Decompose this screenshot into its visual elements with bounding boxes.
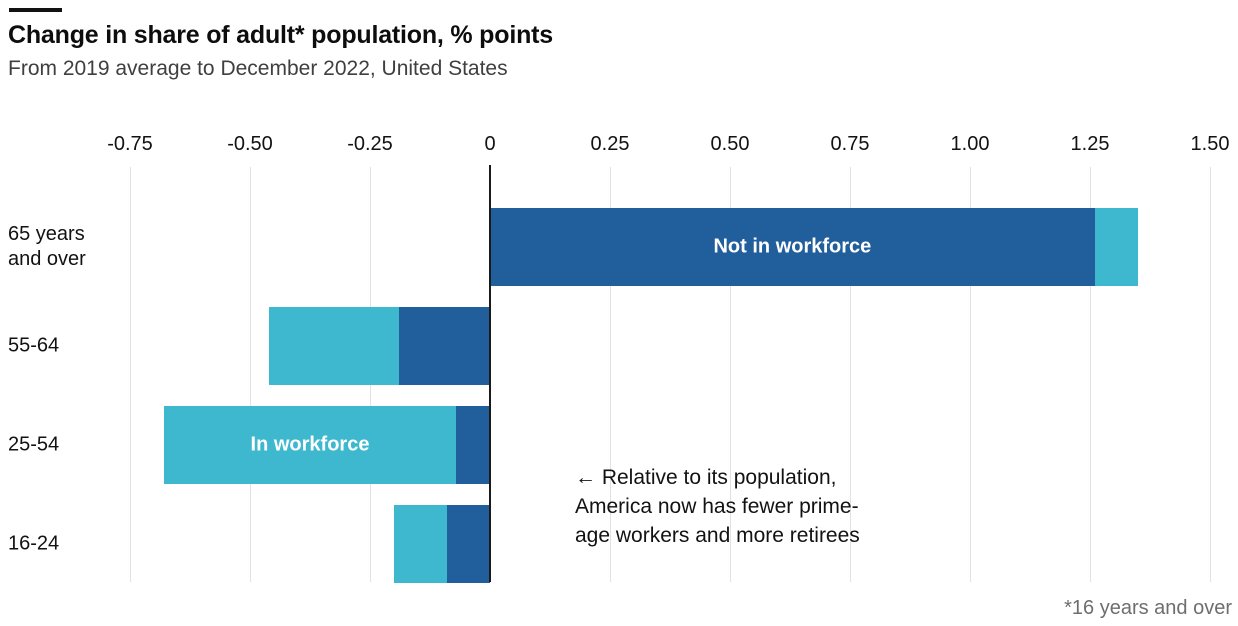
gridline: [729, 167, 731, 582]
gridline: [1209, 167, 1211, 582]
x-tick-label: -0.25: [347, 133, 393, 155]
category-label: 25-54: [8, 433, 60, 456]
bar-segment-not-in-workforce: [490, 208, 1095, 286]
bar-segment-not-in-workforce: [446, 505, 490, 583]
bar-segment-in-workforce: [394, 505, 447, 583]
category-label: 65 years and over: [8, 223, 86, 270]
chart-title: Change in share of adult* population, % …: [8, 21, 553, 49]
bar-series-label: Not in workforce: [713, 235, 872, 258]
x-tick-label: 0.25: [590, 133, 630, 155]
annotation-text: ← Relative to its population, America no…: [575, 466, 860, 547]
bar-segment-in-workforce: [163, 406, 457, 484]
gridline: [1089, 167, 1091, 582]
bar-segment-not-in-workforce: [456, 406, 490, 484]
x-tick-label: 1.00: [950, 133, 990, 155]
gridline: [249, 167, 251, 582]
x-tick-label: 0: [484, 133, 496, 155]
bar-segment-not-in-workforce: [398, 307, 490, 385]
gridline: [129, 167, 131, 582]
x-tick-label: 0.75: [830, 133, 870, 155]
bar-segment-in-workforce: [1094, 208, 1138, 286]
top-rule: [9, 8, 62, 12]
x-tick-label: -0.50: [227, 133, 273, 155]
bar-segment-in-workforce: [269, 307, 399, 385]
bar-series-label: In workforce: [250, 433, 370, 456]
x-tick-label: 1.50: [1190, 133, 1230, 155]
x-tick-label: 1.25: [1070, 133, 1110, 155]
gridline: [849, 167, 851, 582]
category-label: 16-24: [8, 532, 60, 555]
category-label: 55-64: [8, 334, 60, 357]
x-tick-label: -0.75: [107, 133, 153, 155]
zero-axis-line: [489, 165, 491, 582]
gridline: [609, 167, 611, 582]
gridline: [969, 167, 971, 582]
x-tick-label: 0.50: [710, 133, 750, 155]
chart-subtitle: From 2019 average to December 2022, Unit…: [8, 57, 508, 80]
footnote: *16 years and over: [1064, 597, 1232, 619]
